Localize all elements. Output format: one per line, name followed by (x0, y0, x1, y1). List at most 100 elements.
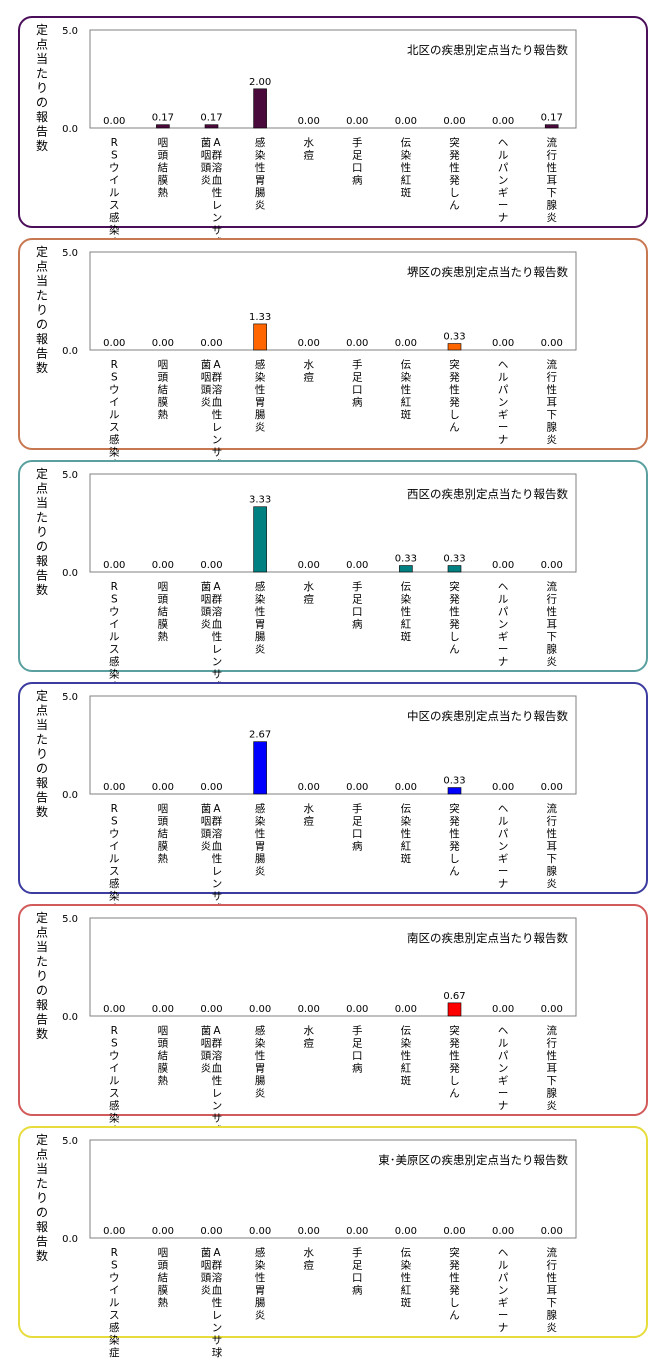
plot-area (89, 1139, 577, 1239)
category-label: ヘルパンギーナ (498, 359, 509, 446)
y-tick-label: 5.0 (62, 470, 78, 481)
chart-title: 西区の疾患別定点当たり報告数 (407, 487, 568, 501)
y-axis-label: 定点当たりの報告数 (36, 466, 48, 597)
category-label: 水痘 (303, 359, 314, 384)
category-label: 伝染性紅斑 (401, 137, 412, 199)
category-label: 手足口病 (352, 802, 363, 853)
data-label: 0.00 (395, 782, 417, 793)
y-axis-label: 定点当たりの報告数 (36, 244, 48, 375)
y-tick-label: 5.0 (62, 914, 78, 925)
data-label: 0.00 (395, 116, 417, 127)
category-label: 咽頭結膜熱 (158, 1025, 169, 1087)
category-label: 流行性耳下腺炎 (546, 358, 557, 446)
data-label: 0.00 (395, 1226, 417, 1237)
chart-title: 堺区の疾患別定点当たり報告数 (407, 265, 568, 279)
bar-chart-naka: 定点当たりの報告数 5.0 0.0 中区の疾患別定点当たり報告数 0.00 R S ウイルス感… (36, 688, 577, 915)
bar (253, 506, 267, 573)
category-label: 流行性耳下腺炎 (546, 1246, 557, 1334)
data-label: 0.00 (200, 1226, 222, 1237)
category-label: 水痘 (303, 137, 314, 162)
data-label: 1.33 (249, 312, 271, 323)
data-label: 0.00 (346, 1004, 368, 1015)
chart-title: 南区の疾患別定点当たり報告数 (407, 931, 568, 945)
chart-panel-north: 定点当たりの報告数 5.0 0.0 北区の疾患別定点当たり報告数 0.00 R S ウイルス感… (18, 16, 648, 249)
category-label: 手足口病 (352, 1024, 363, 1075)
data-label: 2.00 (249, 77, 271, 88)
data-label: 0.17 (541, 113, 563, 124)
bar (447, 787, 462, 795)
category-label: 咽頭結膜熱 (158, 1247, 169, 1309)
category-label: 伝染性紅斑 (401, 581, 412, 643)
data-label: 0.00 (346, 1226, 368, 1237)
data-label: 0.00 (346, 782, 368, 793)
bar (447, 565, 462, 573)
plot-area (89, 473, 577, 573)
data-label: 0.00 (103, 338, 125, 349)
data-label: 0.33 (443, 332, 465, 343)
data-label: 0.00 (249, 1226, 271, 1237)
category-label: 感染性胃腸炎 (255, 358, 266, 434)
y-axis-label: 定点当たりの報告数 (36, 910, 48, 1041)
data-label: 0.00 (103, 1004, 125, 1015)
chart-title: 東･美原区の疾患別定点当たり報告数 (378, 1153, 568, 1167)
data-label: 0.33 (443, 554, 465, 565)
data-label: 0.33 (443, 776, 465, 787)
category-label: ヘルパンギーナ (498, 1025, 509, 1112)
category-label: ヘルパンギーナ (498, 803, 509, 890)
y-tick-label: 0.0 (62, 568, 78, 579)
data-label: 0.00 (103, 560, 125, 571)
category-label: 突発性発しん (449, 1246, 460, 1322)
category-label: 感染性胃腸炎 (255, 1246, 266, 1322)
category-label: 突発性発しん (449, 580, 460, 656)
data-label: 0.00 (298, 1004, 320, 1015)
data-label: 0.00 (541, 1004, 563, 1015)
category-label: 感染性胃腸炎 (255, 1024, 266, 1100)
chart-panel-higashi-mihara: 定点当たりの報告数 5.0 0.0 東･美原区の疾患別定点当たり報告数 0.00 R S ウイ… (18, 1126, 648, 1359)
category-label: 突発性発しん (449, 1024, 460, 1100)
data-label: 0.00 (492, 560, 514, 571)
y-tick-label: 5.0 (62, 248, 78, 259)
bar-chart-sakai: 定点当たりの報告数 5.0 0.0 堺区の疾患別定点当たり報告数 0.00 R S ウイルス感… (36, 244, 577, 471)
data-label: 0.00 (443, 116, 465, 127)
category-label: 水痘 (303, 803, 314, 828)
data-label: 0.00 (298, 338, 320, 349)
data-label: 0.00 (152, 1004, 174, 1015)
data-label: 0.00 (103, 1226, 125, 1237)
data-label: 0.67 (443, 991, 465, 1002)
category-label: ヘルパンギーナ (498, 1247, 509, 1334)
y-tick-label: 0.0 (62, 1234, 78, 1245)
data-label: 0.00 (492, 1226, 514, 1237)
plot-area (89, 251, 577, 351)
data-label: 0.00 (152, 1226, 174, 1237)
data-label: 0.00 (492, 782, 514, 793)
y-axis-label: 定点当たりの報告数 (36, 1132, 48, 1263)
category-label: 流行性耳下腺炎 (546, 580, 557, 668)
bar (253, 741, 267, 795)
data-label: 0.00 (200, 782, 222, 793)
data-label: 0.00 (200, 338, 222, 349)
chart-panel-minami: 定点当たりの報告数 5.0 0.0 南区の疾患別定点当たり報告数 0.00 R S ウイルス感… (18, 904, 648, 1137)
plot-area (89, 917, 577, 1017)
data-label: 0.00 (298, 560, 320, 571)
data-label: 0.00 (103, 782, 125, 793)
data-label: 0.17 (200, 113, 222, 124)
y-tick-label: 5.0 (62, 26, 78, 37)
category-label: 突発性発しん (449, 802, 460, 878)
category-label: 感染性胃腸炎 (255, 802, 266, 878)
category-label: 突発性発しん (449, 358, 460, 434)
bar-chart-nishi: 定点当たりの報告数 5.0 0.0 西区の疾患別定点当たり報告数 0.00 R S ウイルス感… (36, 466, 577, 693)
data-label: 0.17 (152, 113, 174, 124)
category-label: 咽頭結膜熱 (158, 359, 169, 421)
bar (544, 124, 559, 129)
y-axis-label: 定点当たりの報告数 (36, 688, 48, 819)
plot-area (89, 695, 577, 795)
data-label: 0.00 (200, 560, 222, 571)
